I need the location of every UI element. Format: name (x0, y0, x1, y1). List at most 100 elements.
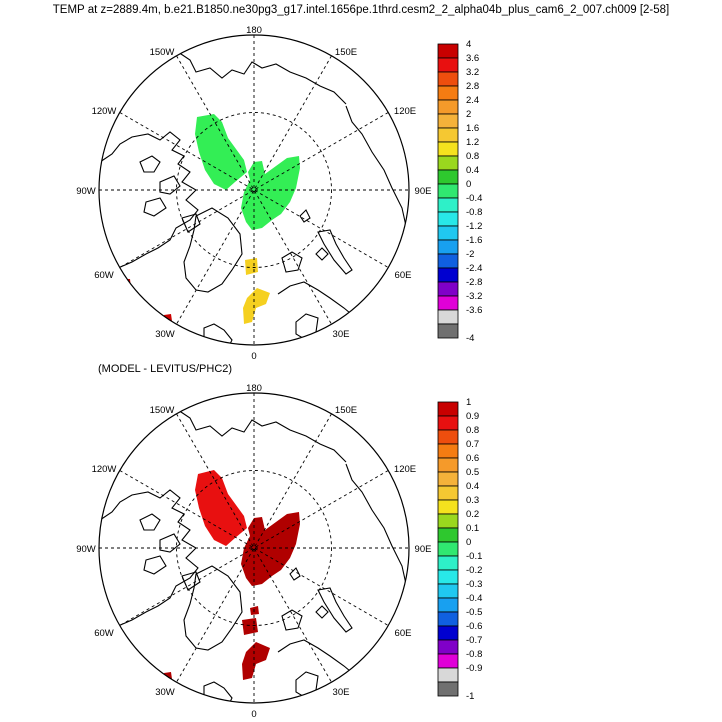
top-colorbar-label: 0.8 (466, 151, 479, 162)
bottom-colorbar-swatch (437, 457, 459, 473)
top-lon-label-60w: 60W (94, 270, 114, 281)
bottom-colorbar-label: -0.9 (466, 663, 482, 674)
bottom-colorbar-swatch (437, 667, 459, 683)
top-colorbar-swatch (437, 113, 459, 129)
bottom-colorbar-label: 0.3 (466, 495, 479, 506)
bottom-colorbar-swatch (437, 443, 459, 459)
top-colorbar-swatch (437, 183, 459, 199)
bottom-colorbar-swatch (437, 401, 459, 417)
bottom-difference-spot-north (250, 606, 259, 615)
top-lon-label-120e: 120E (394, 106, 416, 117)
bottom-colorbar-label: 0.4 (466, 481, 479, 492)
top-colorbar-swatch (437, 85, 459, 101)
top-colorbar-swatch (437, 309, 459, 325)
top-coast-lakes (299, 209, 329, 261)
top-lon-label-90w: 90W (76, 186, 96, 197)
bottom-colorbar-swatch (437, 555, 459, 571)
bottom-lon-label-90e: 90E (415, 544, 432, 555)
bottom-coast-canada (99, 489, 199, 627)
top-coast-russia-north (345, 105, 407, 227)
bottom-colorbar-swatch (437, 597, 459, 613)
bottom-lon-label-0: 0 (251, 709, 256, 720)
bottom-lon-label-90w: 90W (76, 544, 96, 555)
top-colorbar-label: 1.6 (466, 123, 479, 134)
difference-subtitle: (MODEL - LEVITUS/PHC2) (98, 363, 233, 375)
top-colorbar-swatch (437, 211, 459, 227)
bottom-colorbar-label: 0.7 (466, 439, 479, 450)
top-colorbar-label: 0 (466, 179, 471, 190)
bottom-colorbar-label: -0.4 (466, 593, 482, 604)
bottom-colorbar-swatch (437, 499, 459, 515)
top-colorbar-label: 1.2 (466, 137, 479, 148)
bottom-colorbar-label: -0.7 (466, 635, 482, 646)
top-colorbar-label: 3.2 (466, 67, 479, 78)
top-colorbar-swatch (437, 323, 459, 339)
bottom-colorbar-swatch (437, 527, 459, 543)
bottom-map-boundary (98, 392, 410, 704)
top-lon-label-120w: 120W (92, 106, 117, 117)
top-colorbar-label: 2.8 (466, 81, 479, 92)
top-anomaly-region-greenland-sea-a (245, 258, 258, 275)
bottom-colorbar-label: -0.2 (466, 565, 482, 576)
top-lon-label-30e: 30E (333, 329, 350, 340)
bottom-colorbar-label: 0.6 (466, 453, 479, 464)
top-colorbar-swatch (437, 57, 459, 73)
top-colorbar-label: 2.4 (466, 95, 479, 106)
bottom-colorbar-label: -0.6 (466, 621, 482, 632)
bottom-lon-label-60e: 60E (395, 628, 412, 639)
bottom-colorbar-label: -0.3 (466, 579, 482, 590)
top-colorbar-swatch (437, 99, 459, 115)
top-coast-canada (99, 131, 199, 269)
bottom-coast-novaya-zemlya (317, 587, 353, 633)
top-colorbar-label: -1.2 (466, 221, 482, 232)
bottom-difference-region-greenland-sea-b (242, 642, 270, 680)
bottom-colorbar-label: 0.2 (466, 509, 479, 520)
bottom-coast-lakes (289, 567, 329, 619)
bottom-colorbar-label: -1 (466, 691, 474, 702)
top-colorbar-label: 0.4 (466, 165, 479, 176)
bottom-colorbar-swatch (437, 513, 459, 529)
top-coast-svalbard (281, 251, 303, 273)
top-colorbar-swatch (437, 71, 459, 87)
top-colorbar-swatch (437, 295, 459, 311)
top-lon-label-180: 180 (246, 25, 262, 36)
bottom-lon-label-60w: 60W (94, 628, 114, 639)
top-coast-scandinavia (277, 281, 371, 345)
plot-title: TEMP at z=2889.4m, b.e21.B1850.ne30pg3_g… (52, 4, 670, 16)
top-coast-greenland (183, 207, 243, 293)
top-colorbar-swatch (437, 267, 459, 283)
top-map-boundary (98, 34, 410, 346)
bottom-difference-region-beaufort (195, 470, 247, 546)
top-lon-label-0: 0 (251, 351, 256, 362)
bottom-polar-map: 180 150W 150E 120W 120E 90W 90E 60W 60E … (76, 383, 482, 720)
top-colorbar-label: 3.6 (466, 53, 479, 64)
bottom-colorbar-swatch (437, 681, 459, 697)
bottom-lon-label-150e: 150E (335, 405, 357, 416)
top-lon-label-150w: 150W (150, 47, 175, 58)
bottom-lon-label-30w: 30W (155, 687, 175, 698)
top-coast-novaya-zemlya (317, 229, 353, 275)
bottom-colorbar-swatch (437, 541, 459, 557)
bottom-coast-svalbard (281, 609, 303, 631)
bottom-colorbar-swatch (437, 625, 459, 641)
bottom-colorbar-swatch (437, 583, 459, 599)
top-colorbar-swatch (437, 239, 459, 255)
top-colorbar-label: -4 (466, 333, 474, 344)
bottom-graticule (99, 393, 409, 703)
top-colorbar-label: -3.2 (466, 291, 482, 302)
top-coast-islands (139, 155, 201, 233)
top-colorbar-swatch (437, 155, 459, 171)
bottom-colorbar-label: -0.5 (466, 607, 482, 618)
bottom-colorbar-swatch (437, 471, 459, 487)
bottom-colorbar-label: 0.1 (466, 523, 479, 534)
top-colorbar-swatch (437, 127, 459, 143)
bottom-colorbar-swatch (437, 653, 459, 669)
bottom-colorbar-label: -0.1 (466, 551, 482, 562)
bottom-colorbar-swatch (437, 485, 459, 501)
top-colorbar-label: -0.8 (466, 207, 482, 218)
bottom-lon-label-150w: 150W (150, 405, 175, 416)
bottom-colorbar-label: 0 (466, 537, 471, 548)
top-colorbar-label: 2 (466, 109, 471, 120)
bottom-lon-label-120w: 120W (92, 464, 117, 475)
bottom-colorbar-swatch (437, 429, 459, 445)
